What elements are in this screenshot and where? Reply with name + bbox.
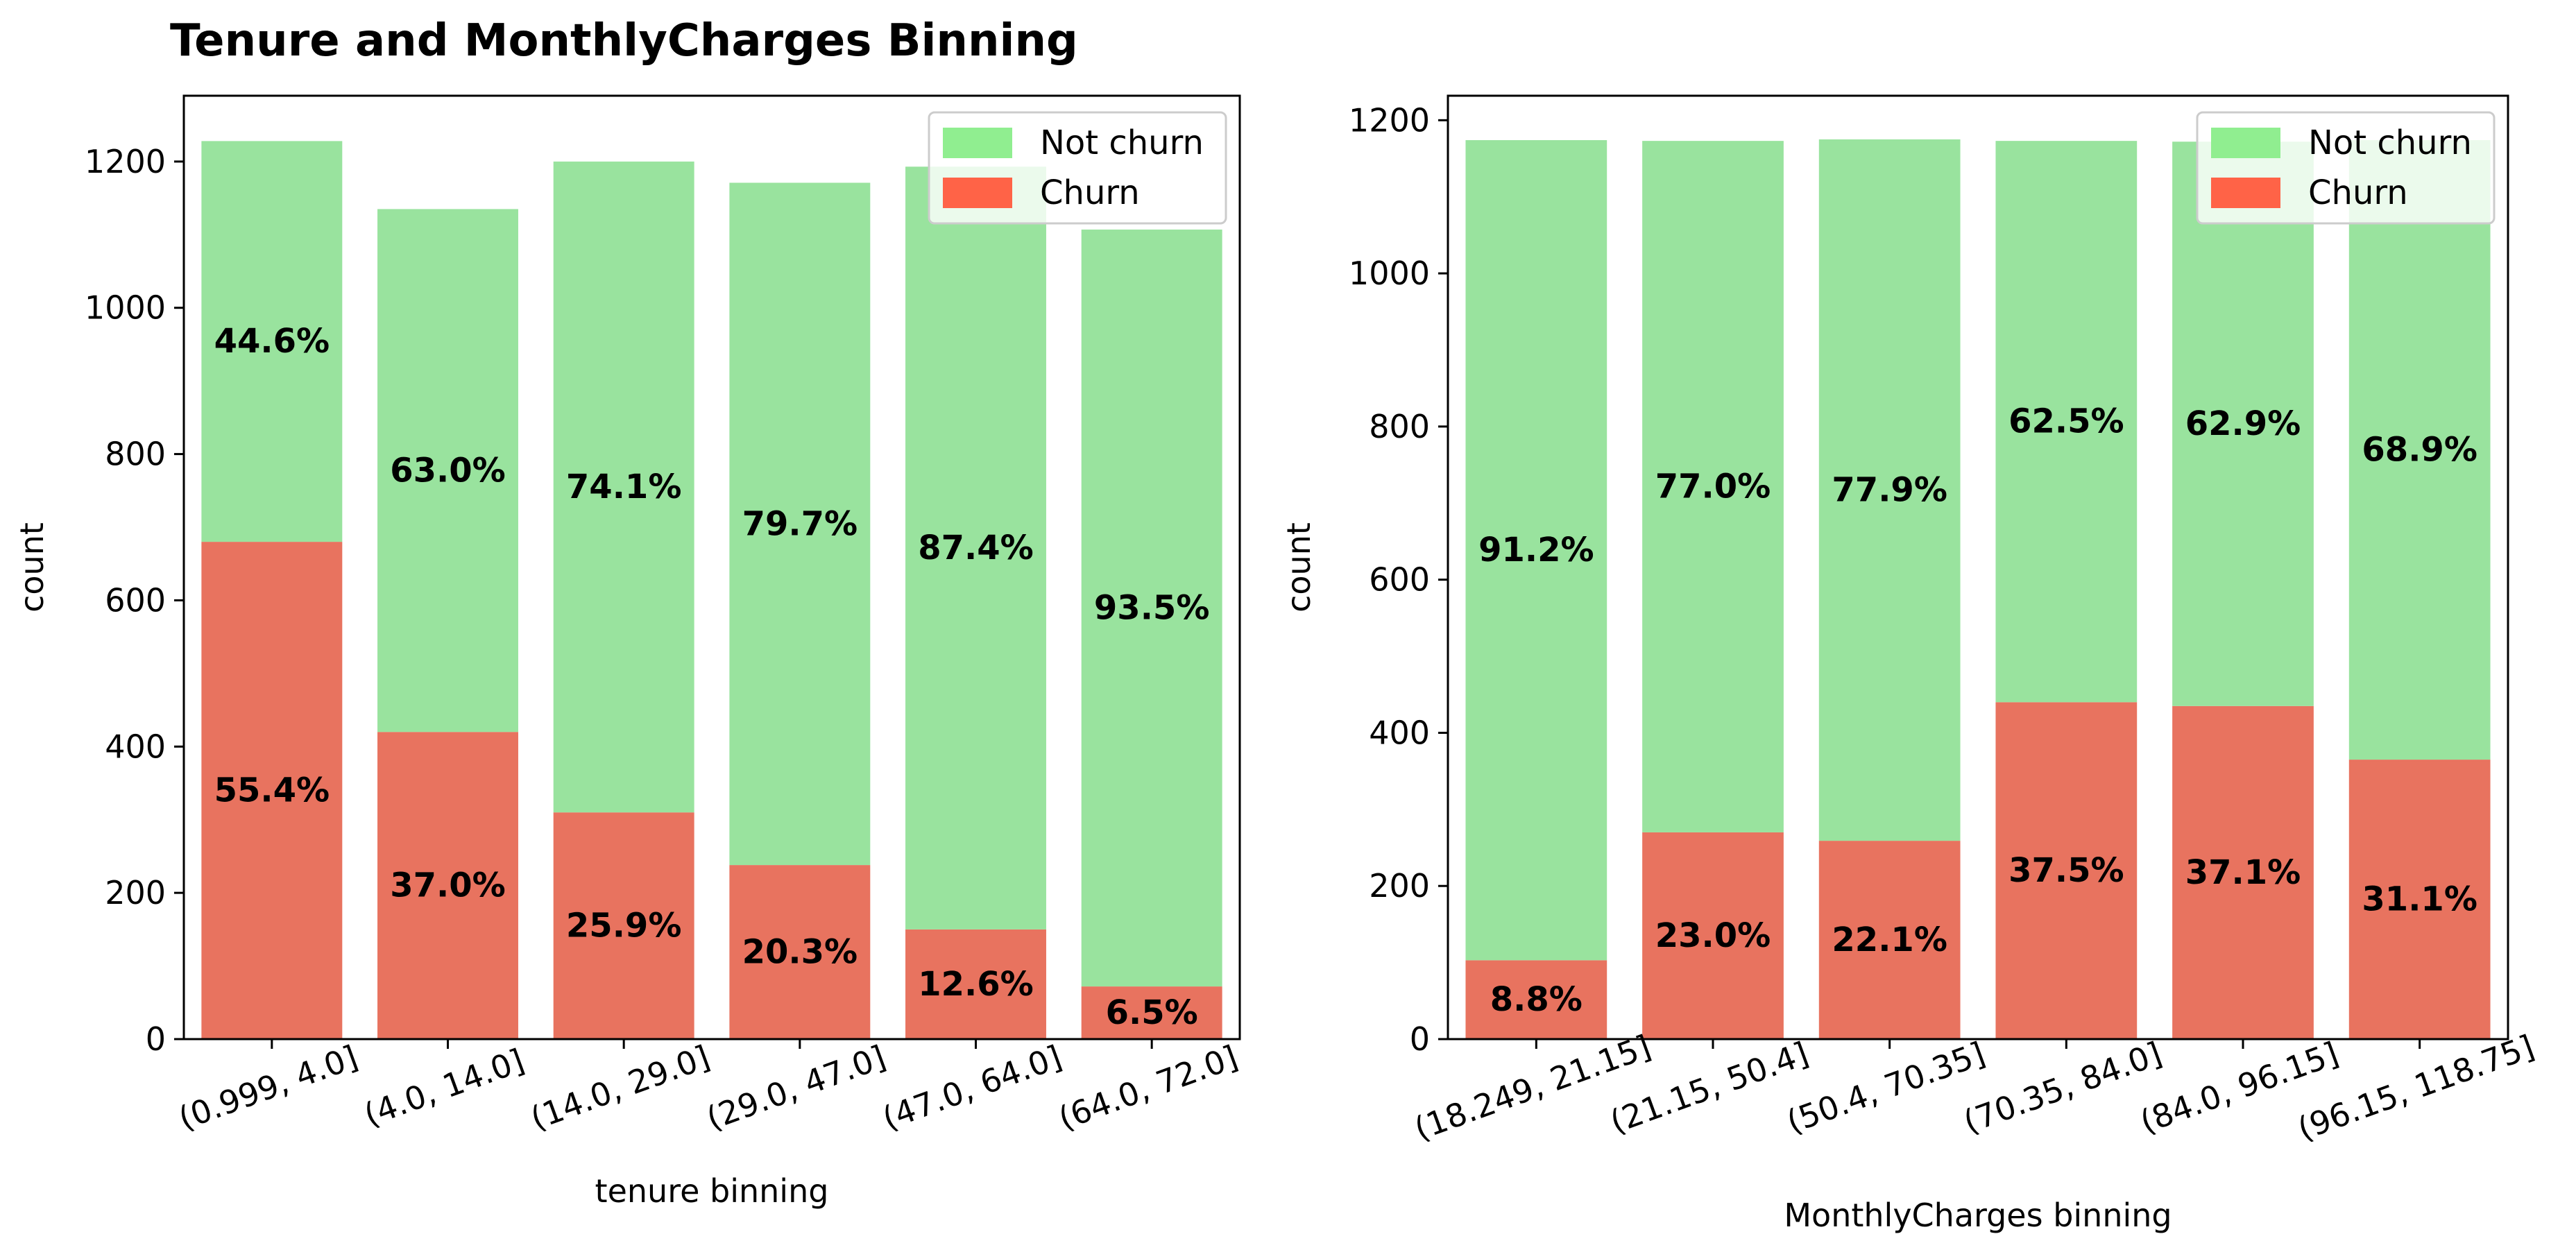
- bar-not-churn: [1081, 229, 1222, 987]
- legend-label: Not churn: [1040, 123, 1204, 162]
- data-label-not-churn: 91.2%: [1478, 531, 1594, 569]
- bar-not-churn: [1642, 141, 1784, 832]
- bar-not-churn: [1818, 139, 1961, 841]
- x-axis-label: MonthlyCharges binning: [1784, 1197, 2172, 1234]
- y-tick-label: 800: [1369, 408, 1430, 445]
- bar-not-churn: [729, 182, 871, 866]
- y-tick-label: 1000: [85, 289, 166, 327]
- y-tick-label: 0: [146, 1020, 166, 1058]
- bar-churn: [201, 542, 343, 1039]
- y-tick-label: 800: [105, 436, 166, 473]
- data-label-churn: 37.0%: [390, 866, 506, 905]
- bar-churn: [1642, 832, 1784, 1039]
- y-tick-label: 600: [105, 581, 166, 619]
- data-label-churn: 12.6%: [918, 965, 1034, 1004]
- x-axis-label: tenure binning: [595, 1172, 829, 1210]
- bar-churn: [553, 812, 694, 1039]
- bar-churn: [1995, 702, 2138, 1039]
- data-label-churn: 8.8%: [1490, 980, 1583, 1019]
- data-label-not-churn: 79.7%: [742, 504, 858, 543]
- data-label-churn: 22.1%: [1832, 920, 1947, 959]
- data-label-not-churn: 63.0%: [390, 451, 506, 490]
- y-tick-label: 1000: [1349, 255, 1430, 292]
- data-label-not-churn: 93.5%: [1094, 589, 1210, 628]
- bar-not-churn: [1995, 141, 2138, 703]
- legend: Not churn Churn: [2196, 111, 2496, 225]
- bar-churn: [1465, 960, 1607, 1039]
- data-label-churn: 37.5%: [2008, 851, 2124, 890]
- legend-label: Not churn: [2308, 123, 2472, 162]
- bar-not-churn: [201, 141, 343, 542]
- data-label-not-churn: 62.5%: [2008, 402, 2124, 441]
- bar-churn: [729, 865, 871, 1039]
- y-tick-label: 1200: [1349, 101, 1430, 139]
- data-label-churn: 55.4%: [214, 771, 330, 810]
- data-label-churn: 20.3%: [742, 933, 858, 972]
- bar-churn: [1818, 841, 1961, 1039]
- data-label-churn: 25.9%: [566, 907, 682, 945]
- y-tick-label: 600: [1369, 561, 1430, 599]
- figure-title: Tenure and MonthlyCharges Binning: [170, 15, 1078, 67]
- bar-churn: [2348, 760, 2491, 1039]
- bar-not-churn: [2348, 140, 2491, 760]
- bar-not-churn: [2172, 142, 2314, 706]
- data-label-not-churn: 62.9%: [2185, 404, 2301, 443]
- data-label-churn: 31.1%: [2362, 880, 2477, 919]
- legend-swatch: [943, 178, 1012, 208]
- y-tick-label: 400: [105, 728, 166, 765]
- legend-swatch: [943, 128, 1012, 158]
- bar-not-churn: [1465, 140, 1607, 961]
- bar-not-churn: [553, 161, 694, 813]
- legend-swatch: [2211, 128, 2280, 158]
- bar-not-churn: [377, 209, 518, 733]
- y-axis-label: count: [1280, 522, 1317, 613]
- legend: Not churn Churn: [928, 111, 1227, 225]
- data-label-churn: 6.5%: [1106, 993, 1198, 1032]
- data-label-not-churn: 44.6%: [214, 322, 330, 361]
- axes-frame: [1447, 94, 2509, 1040]
- data-label-churn: 37.1%: [2185, 853, 2301, 892]
- data-label-not-churn: 87.4%: [918, 529, 1034, 567]
- y-axis-label: count: [13, 522, 51, 613]
- bar-churn: [1081, 986, 1222, 1039]
- data-label-not-churn: 74.1%: [566, 468, 682, 506]
- data-label-not-churn: 77.0%: [1655, 468, 1771, 506]
- legend-swatch: [2211, 178, 2280, 208]
- bar-not-churn: [905, 166, 1046, 930]
- bar-churn: [2172, 705, 2314, 1039]
- data-label-not-churn: 68.9%: [2362, 431, 2477, 470]
- y-tick-label: 200: [1369, 867, 1430, 905]
- bar-churn: [377, 732, 518, 1039]
- legend-label: Churn: [1040, 173, 1140, 212]
- legend-label: Churn: [2308, 173, 2408, 212]
- y-tick-label: 200: [105, 874, 166, 911]
- y-tick-label: 0: [1410, 1020, 1430, 1058]
- data-label-not-churn: 77.9%: [1832, 471, 1947, 510]
- axes-frame: [182, 94, 1241, 1040]
- bar-churn: [905, 929, 1046, 1039]
- data-label-churn: 23.0%: [1655, 916, 1771, 955]
- y-tick-label: 1200: [85, 143, 166, 180]
- y-tick-label: 400: [1369, 714, 1430, 751]
